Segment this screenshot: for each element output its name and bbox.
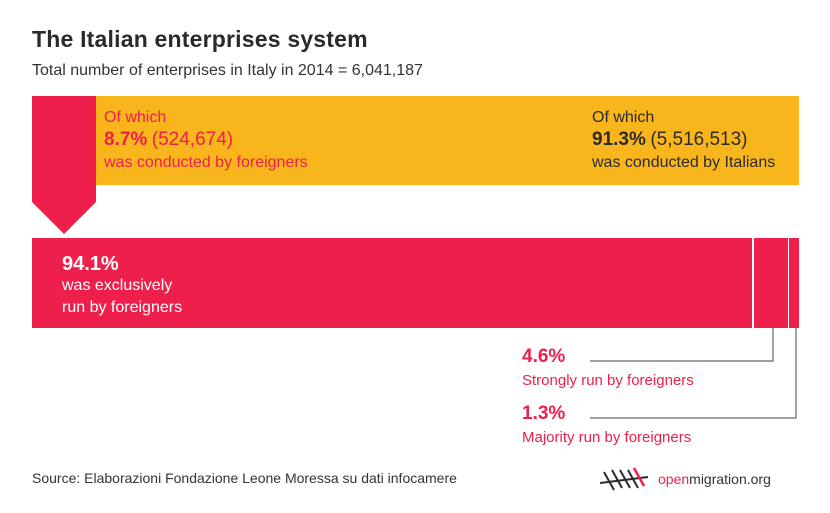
majority-leader-line <box>590 328 797 419</box>
foreigners-percent: 8.7% <box>104 129 148 150</box>
strongly-label: Strongly run by foreigners <box>522 372 694 389</box>
strongly-percent: 4.6% <box>522 346 566 367</box>
majority-label: Majority run by foreigners <box>522 429 692 446</box>
italians-percent: 91.3% <box>592 129 646 150</box>
down-arrow-icon <box>32 184 96 234</box>
exclusive-segment <box>32 238 753 328</box>
logo-open: open <box>658 471 690 487</box>
foreigners-bar <box>32 96 96 185</box>
openmigration-wordmark: openmigration.org <box>658 471 771 487</box>
italians-suffix: was conducted by Italians <box>592 154 776 171</box>
majority-percent: 1.3% <box>522 403 566 424</box>
strongly-segment <box>753 238 788 328</box>
italians-count: (5,516,513) <box>650 129 748 150</box>
chart-subtitle: Total number of enterprises in Italy in … <box>32 62 423 79</box>
exclusive-line1: was exclusively <box>62 277 173 294</box>
exclusive-line2: run by foreigners <box>62 299 183 316</box>
italians-label: Of which 91.3% (5,516,513) was conducted… <box>592 107 775 174</box>
strongly-leader-line <box>590 328 774 362</box>
majority-callout: 1.3% Majority run by foreigners <box>522 403 691 448</box>
openmigration-logo[interactable]: openmigration.org <box>598 466 771 492</box>
chart-title: The Italian enterprises system <box>32 26 368 52</box>
foreigners-label: Of which 8.7% (524,674) was conducted by… <box>104 107 308 174</box>
exclusive-label: 94.1% was exclusively run by foreigners <box>62 253 182 319</box>
logo-rest: migration.org <box>689 471 771 487</box>
italians-bar <box>32 96 799 185</box>
exclusive-percent: 94.1% <box>62 253 119 275</box>
majority-segment <box>789 238 799 328</box>
foreigners-count: (524,674) <box>151 129 234 150</box>
foreigners-prefix: Of which <box>104 109 167 126</box>
italians-prefix: Of which <box>592 109 655 126</box>
foreign-breakdown-bar <box>32 238 799 328</box>
strongly-callout: 4.6% Strongly run by foreigners <box>522 346 694 391</box>
foreigners-suffix: was conducted by foreigners <box>104 154 308 171</box>
openmigration-mark-icon <box>599 467 649 491</box>
source-note: Source: Elaborazioni Fondazione Leone Mo… <box>32 470 457 486</box>
